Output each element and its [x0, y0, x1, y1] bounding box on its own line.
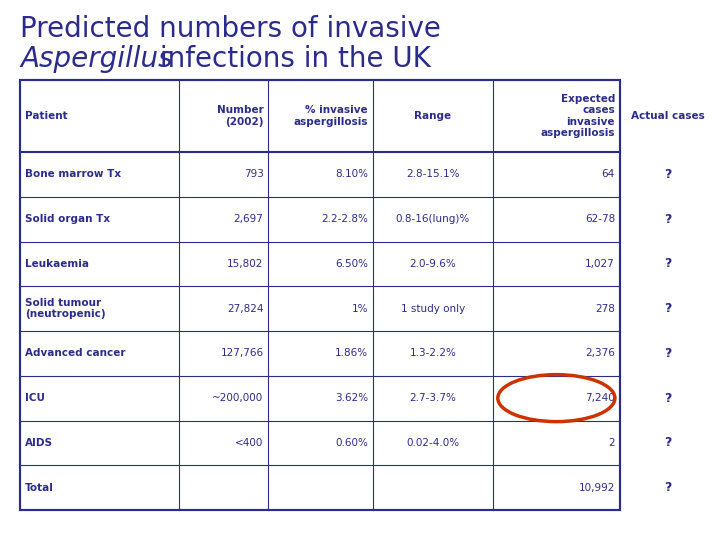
Text: Leukaemia: Leukaemia [25, 259, 89, 269]
Text: Number
(2002): Number (2002) [217, 105, 264, 127]
Text: Total: Total [25, 483, 54, 492]
Text: 2: 2 [608, 438, 615, 448]
Text: <400: <400 [235, 438, 264, 448]
Text: Predicted numbers of invasive: Predicted numbers of invasive [20, 15, 441, 43]
Text: ?: ? [665, 347, 672, 360]
Text: Advanced cancer: Advanced cancer [25, 348, 125, 359]
Text: Patient: Patient [25, 111, 68, 121]
Text: Expected
cases
invasive
aspergillosis: Expected cases invasive aspergillosis [541, 93, 615, 138]
Text: % invasive
aspergillosis: % invasive aspergillosis [294, 105, 368, 127]
Text: 8.10%: 8.10% [335, 170, 368, 179]
Text: 2,376: 2,376 [585, 348, 615, 359]
Text: ?: ? [665, 436, 672, 449]
Text: Aspergillus: Aspergillus [20, 45, 173, 73]
Text: 127,766: 127,766 [220, 348, 264, 359]
Text: 1.86%: 1.86% [335, 348, 368, 359]
Text: 64: 64 [602, 170, 615, 179]
Text: Actual cases: Actual cases [631, 111, 705, 121]
Text: 1%: 1% [351, 303, 368, 314]
Text: 1,027: 1,027 [585, 259, 615, 269]
Text: 1 study only: 1 study only [401, 303, 465, 314]
Text: ?: ? [665, 258, 672, 271]
Text: AIDS: AIDS [25, 438, 53, 448]
Text: 278: 278 [595, 303, 615, 314]
Text: Range: Range [414, 111, 451, 121]
Text: 0.02-4.0%: 0.02-4.0% [406, 438, 459, 448]
Text: 2.2-2.8%: 2.2-2.8% [321, 214, 368, 224]
Text: Bone marrow Tx: Bone marrow Tx [25, 170, 121, 179]
Text: 2.8-15.1%: 2.8-15.1% [406, 170, 459, 179]
Text: 2,697: 2,697 [233, 214, 264, 224]
Text: Solid tumour
(neutropenic): Solid tumour (neutropenic) [25, 298, 106, 320]
Text: 6.50%: 6.50% [335, 259, 368, 269]
Text: ?: ? [665, 213, 672, 226]
Text: 793: 793 [243, 170, 264, 179]
Text: 0.60%: 0.60% [335, 438, 368, 448]
Text: 1.3-2.2%: 1.3-2.2% [410, 348, 456, 359]
Bar [20, 80, 620, 510]
Text: ?: ? [665, 392, 672, 404]
Text: 7,240: 7,240 [585, 393, 615, 403]
Text: 62-78: 62-78 [585, 214, 615, 224]
Text: ?: ? [665, 481, 672, 494]
Text: 2.0-9.6%: 2.0-9.6% [410, 259, 456, 269]
Text: 27,824: 27,824 [227, 303, 264, 314]
Text: 15,802: 15,802 [227, 259, 264, 269]
Text: infections in the UK: infections in the UK [151, 45, 431, 73]
Text: 3.62%: 3.62% [335, 393, 368, 403]
Text: ~200,000: ~200,000 [212, 393, 264, 403]
Text: 10,992: 10,992 [579, 483, 615, 492]
Text: ICU: ICU [25, 393, 45, 403]
Text: 0.8-16(lung)%: 0.8-16(lung)% [396, 214, 470, 224]
Bar [20, 80, 620, 510]
Text: 2.7-3.7%: 2.7-3.7% [410, 393, 456, 403]
Text: Solid organ Tx: Solid organ Tx [25, 214, 110, 224]
Text: ?: ? [665, 168, 672, 181]
Text: ?: ? [665, 302, 672, 315]
